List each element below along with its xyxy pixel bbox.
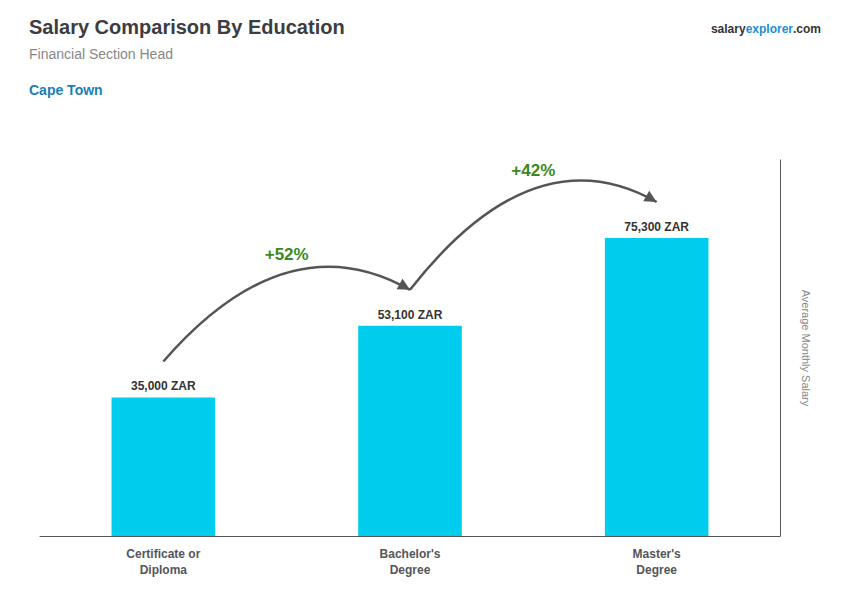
svg-text:Bachelor's: Bachelor's — [380, 547, 441, 561]
svg-text:Diploma: Diploma — [140, 563, 188, 577]
svg-text:75,300 ZAR: 75,300 ZAR — [624, 220, 689, 234]
svg-text:Master's: Master's — [633, 547, 682, 561]
svg-text:Degree: Degree — [636, 563, 677, 577]
svg-text:Certificate or: Certificate or — [126, 547, 200, 561]
svg-text:+52%: +52% — [265, 245, 309, 264]
svg-text:Cape Town: Cape Town — [29, 82, 103, 98]
svg-text:Financial Section Head: Financial Section Head — [29, 46, 173, 62]
svg-text:Average Monthly Salary: Average Monthly Salary — [800, 290, 812, 407]
svg-text:53,100 ZAR: 53,100 ZAR — [378, 308, 443, 322]
svg-text:explorer: explorer — [746, 22, 794, 36]
svg-text:.com: .com — [793, 22, 821, 36]
svg-text:35,000 ZAR: 35,000 ZAR — [131, 379, 196, 393]
svg-text:Salary Comparison By Education: Salary Comparison By Education — [29, 16, 345, 38]
svg-text:salary: salary — [711, 22, 746, 36]
svg-text:Degree: Degree — [390, 563, 431, 577]
svg-text:+42%: +42% — [511, 161, 555, 180]
